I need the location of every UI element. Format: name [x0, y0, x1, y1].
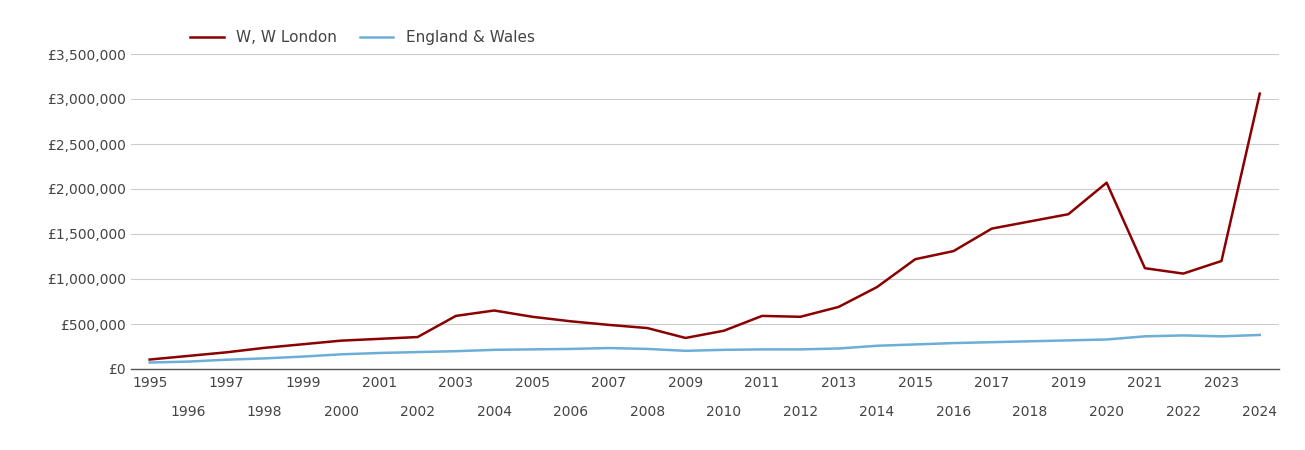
W, W London: [180, 353, 196, 359]
W, W London: [218, 350, 234, 355]
England & Wales: [716, 347, 732, 352]
England & Wales: [946, 340, 962, 346]
England & Wales: [333, 351, 348, 357]
Line: England & Wales: England & Wales: [150, 335, 1259, 363]
W, W London: [984, 226, 1000, 231]
W, W London: [333, 338, 348, 343]
England & Wales: [677, 348, 693, 354]
England & Wales: [639, 346, 655, 351]
England & Wales: [562, 346, 578, 351]
England & Wales: [1022, 338, 1037, 344]
W, W London: [410, 334, 425, 340]
Text: 2016: 2016: [936, 405, 971, 419]
W, W London: [1214, 258, 1229, 264]
England & Wales: [525, 346, 540, 352]
Text: 2004: 2004: [476, 405, 512, 419]
W, W London: [639, 325, 655, 331]
W, W London: [487, 308, 502, 313]
England & Wales: [1214, 333, 1229, 339]
England & Wales: [180, 359, 196, 364]
W, W London: [372, 336, 388, 342]
England & Wales: [257, 356, 273, 361]
W, W London: [677, 335, 693, 341]
England & Wales: [792, 346, 808, 352]
W, W London: [1022, 219, 1037, 224]
W, W London: [792, 314, 808, 319]
Legend: W, W London, England & Wales: W, W London, England & Wales: [184, 24, 540, 51]
Text: 1998: 1998: [247, 405, 282, 419]
W, W London: [1099, 180, 1114, 185]
W, W London: [257, 345, 273, 351]
England & Wales: [1251, 332, 1267, 338]
Text: 2010: 2010: [706, 405, 741, 419]
England & Wales: [831, 346, 847, 351]
Text: 2006: 2006: [553, 405, 589, 419]
W, W London: [448, 313, 463, 319]
W, W London: [754, 313, 770, 319]
Text: 2000: 2000: [324, 405, 359, 419]
England & Wales: [869, 343, 885, 348]
Text: 2018: 2018: [1013, 405, 1048, 419]
England & Wales: [1061, 338, 1077, 343]
W, W London: [831, 304, 847, 310]
Text: 2008: 2008: [630, 405, 664, 419]
England & Wales: [487, 347, 502, 352]
Text: 2024: 2024: [1242, 405, 1278, 419]
England & Wales: [295, 354, 311, 359]
Line: W, W London: W, W London: [150, 94, 1259, 360]
W, W London: [1251, 91, 1267, 96]
England & Wales: [754, 346, 770, 352]
England & Wales: [602, 345, 617, 351]
England & Wales: [984, 339, 1000, 345]
W, W London: [525, 314, 540, 319]
W, W London: [1061, 212, 1077, 217]
England & Wales: [142, 360, 158, 365]
England & Wales: [907, 342, 923, 347]
W, W London: [869, 284, 885, 290]
W, W London: [907, 256, 923, 262]
England & Wales: [1176, 333, 1191, 338]
W, W London: [295, 342, 311, 347]
W, W London: [716, 328, 732, 333]
Text: 2022: 2022: [1165, 405, 1201, 419]
England & Wales: [1099, 337, 1114, 342]
England & Wales: [218, 357, 234, 362]
W, W London: [946, 248, 962, 254]
Text: 2020: 2020: [1090, 405, 1124, 419]
W, W London: [1176, 271, 1191, 276]
W, W London: [602, 322, 617, 328]
Text: 2002: 2002: [401, 405, 435, 419]
England & Wales: [410, 349, 425, 355]
England & Wales: [1137, 333, 1152, 339]
England & Wales: [448, 348, 463, 354]
Text: 2014: 2014: [860, 405, 894, 419]
Text: 2012: 2012: [783, 405, 818, 419]
W, W London: [1137, 266, 1152, 271]
England & Wales: [372, 350, 388, 356]
W, W London: [562, 319, 578, 324]
W, W London: [142, 357, 158, 362]
Text: 1996: 1996: [170, 405, 206, 419]
